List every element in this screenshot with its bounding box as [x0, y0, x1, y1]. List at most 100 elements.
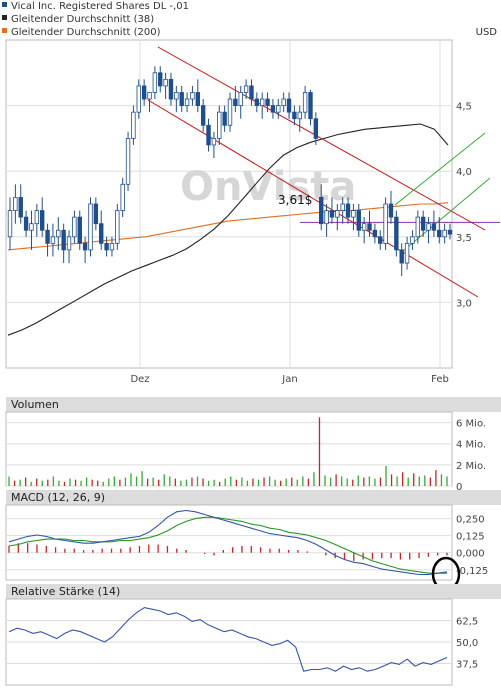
volume-layer: 0 2 Mio. 4 Mio. 6 Mio. [6, 417, 486, 493]
candle-body [383, 203, 388, 244]
candle-body [302, 92, 308, 113]
candle-body [211, 137, 217, 146]
candle-body [45, 229, 50, 244]
candle-body [88, 203, 93, 251]
candle-body [227, 98, 233, 126]
price-panel-frame [5, 39, 453, 369]
legend-swatch-price [2, 2, 7, 7]
candle-body [120, 183, 125, 211]
candle-body [190, 92, 195, 100]
candle-body [276, 105, 281, 113]
candle-body [308, 92, 313, 120]
candle-body [447, 229, 453, 235]
candle-body [184, 98, 190, 107]
legend: Vical Inc. Registered Shares DL -,01 Gle… [2, 1, 497, 38]
currency-label: USD [476, 27, 498, 38]
candle-body [378, 236, 383, 244]
candle-body [18, 197, 23, 218]
candle-body [82, 242, 88, 251]
volume-y-tick: 6 Mio. [456, 419, 486, 430]
candle-body [238, 92, 243, 107]
candle-body [324, 210, 329, 225]
candle-body [109, 242, 115, 251]
legend-ma38: Gleitender Durchschnitt (38) [11, 14, 154, 25]
price-y-tick: 3,0 [456, 298, 472, 309]
macd-line [8, 509, 448, 576]
candle-body [292, 111, 297, 120]
price-y-tick: 4,0 [456, 167, 472, 178]
macd-signal-line [8, 516, 447, 574]
price-annotation: 3,61$ [278, 193, 312, 207]
macd-title: MACD (12, 26, 9) [11, 491, 105, 504]
candle-body [437, 229, 442, 238]
trend-up-upper [394, 132, 486, 206]
macd-y-tick: 0,250 [456, 515, 485, 526]
candle-body [77, 216, 82, 244]
candle-body [388, 203, 394, 218]
candle-body [361, 223, 367, 231]
candle-body [372, 229, 378, 238]
candle-body [29, 223, 34, 231]
candle-body [206, 124, 211, 146]
legend-swatch-ma38 [2, 15, 7, 20]
candle-body [286, 98, 292, 113]
candle-body [23, 216, 29, 231]
candle-body [243, 85, 249, 93]
rsi-title-bar [6, 584, 501, 599]
candle-body [39, 210, 45, 231]
trend-up-lower [401, 177, 491, 253]
candle-body [163, 78, 168, 87]
candle-body [351, 210, 356, 218]
candle-body [147, 92, 152, 100]
candle-body [13, 197, 18, 211]
macd-panel-frame [5, 504, 453, 581]
legend-price: Vical Inc. Registered Shares DL -,01 [11, 1, 189, 12]
candle-body [141, 85, 147, 100]
candle-body [345, 203, 351, 218]
rsi-line [8, 607, 448, 672]
candle-body [249, 85, 254, 100]
candle-body [254, 98, 260, 107]
candle-body [195, 92, 201, 107]
candle-body [340, 203, 345, 211]
rsi-y-tick: 50,0 [456, 638, 478, 649]
candle-body [399, 249, 404, 264]
candle-body [415, 216, 421, 238]
candle-body [222, 111, 227, 126]
watermark: OnVista [180, 164, 356, 210]
legend-ma200: Gleitender Durchschnitt (200) [11, 27, 161, 38]
candle-body [131, 111, 136, 139]
macd-title-bar [6, 490, 501, 505]
rsi-layer: 37,5 50,0 62,5 [6, 607, 478, 672]
candle-body [115, 210, 120, 244]
macd-y-tick: 0,125 [456, 532, 485, 543]
candle-body [66, 236, 72, 251]
volume-y-tick: 4 Mio. [456, 440, 486, 451]
macd-layer: -0,125 0,000 0,125 0,250 [6, 509, 488, 577]
candle-body [50, 236, 56, 244]
candle-body [217, 111, 222, 139]
rsi-y-tick: 37,5 [456, 660, 478, 671]
candle-body [93, 203, 99, 225]
trend-channel-lower [147, 99, 479, 298]
volume-panel-frame [5, 411, 453, 487]
ma38-line [7, 123, 449, 336]
candle-body [420, 216, 426, 231]
candle-body [367, 223, 372, 231]
candle-body [158, 72, 163, 87]
candle-body [319, 197, 324, 225]
volume-y-tick: 0 [456, 482, 462, 493]
candle-body [426, 223, 431, 231]
macd-y-tick: -0,125 [456, 566, 488, 577]
candle-body [404, 242, 410, 264]
candle-body [270, 105, 276, 113]
x-axis-labels: Dez Jan Feb [130, 374, 448, 385]
price-y-axis: 3,0 3,5 4,0 4,5 [456, 102, 472, 310]
candle-body [125, 137, 131, 185]
candle-body [99, 223, 104, 244]
candle-body [281, 98, 286, 107]
candle-body [104, 242, 109, 251]
price-y-tick: 4,5 [456, 102, 472, 113]
candle-body [174, 92, 179, 100]
